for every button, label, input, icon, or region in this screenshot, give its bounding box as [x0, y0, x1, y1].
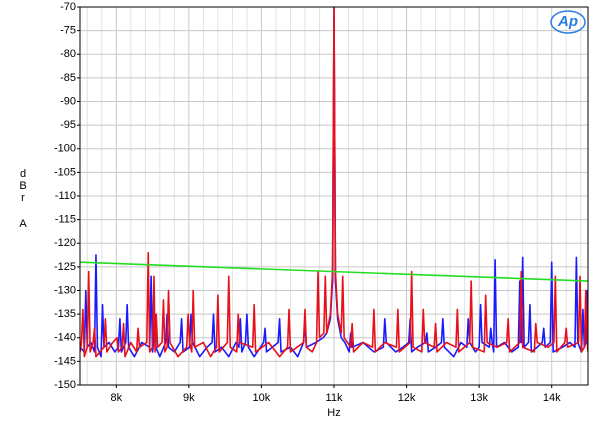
- series-line: [80, 261, 588, 282]
- plot-area: [80, 7, 588, 358]
- y-tick-label: -100: [54, 143, 76, 155]
- y-tick-label: -120: [54, 237, 76, 249]
- y-tick-label: -130: [54, 284, 76, 296]
- y-tick-label: -85: [60, 72, 76, 84]
- y-axis-label: A: [19, 218, 27, 230]
- y-tick-label: -140: [54, 332, 76, 344]
- x-tick-label: 13k: [470, 392, 488, 404]
- y-tick-label: -110: [55, 190, 76, 202]
- y-tick-label: -75: [60, 25, 76, 37]
- x-tick-label: 12k: [398, 392, 416, 404]
- x-axis-label: Hz: [327, 407, 340, 419]
- logo-ring: [550, 10, 586, 34]
- x-tick-label: 8k: [110, 392, 122, 404]
- y-tick-label: -150: [54, 379, 76, 391]
- x-tick-label: 10k: [253, 392, 271, 404]
- y-axis-label: dBr: [17, 168, 29, 204]
- y-tick-label: -145: [54, 355, 76, 367]
- x-tick-label: 11k: [326, 392, 343, 404]
- y-tick-label: -135: [54, 308, 76, 320]
- x-tick-label: 9k: [183, 392, 195, 404]
- y-tick-label: -70: [60, 1, 76, 13]
- y-tick-label: -90: [60, 95, 76, 107]
- y-tick-label: -115: [55, 214, 76, 226]
- logo: Ap: [557, 13, 578, 30]
- y-tick-label: -125: [54, 261, 76, 273]
- y-tick-label: -105: [54, 166, 76, 178]
- y-tick-label: -80: [60, 48, 76, 60]
- y-tick-label: -95: [60, 119, 76, 131]
- x-tick-label: 14k: [543, 392, 561, 404]
- series-line: [80, 7, 588, 358]
